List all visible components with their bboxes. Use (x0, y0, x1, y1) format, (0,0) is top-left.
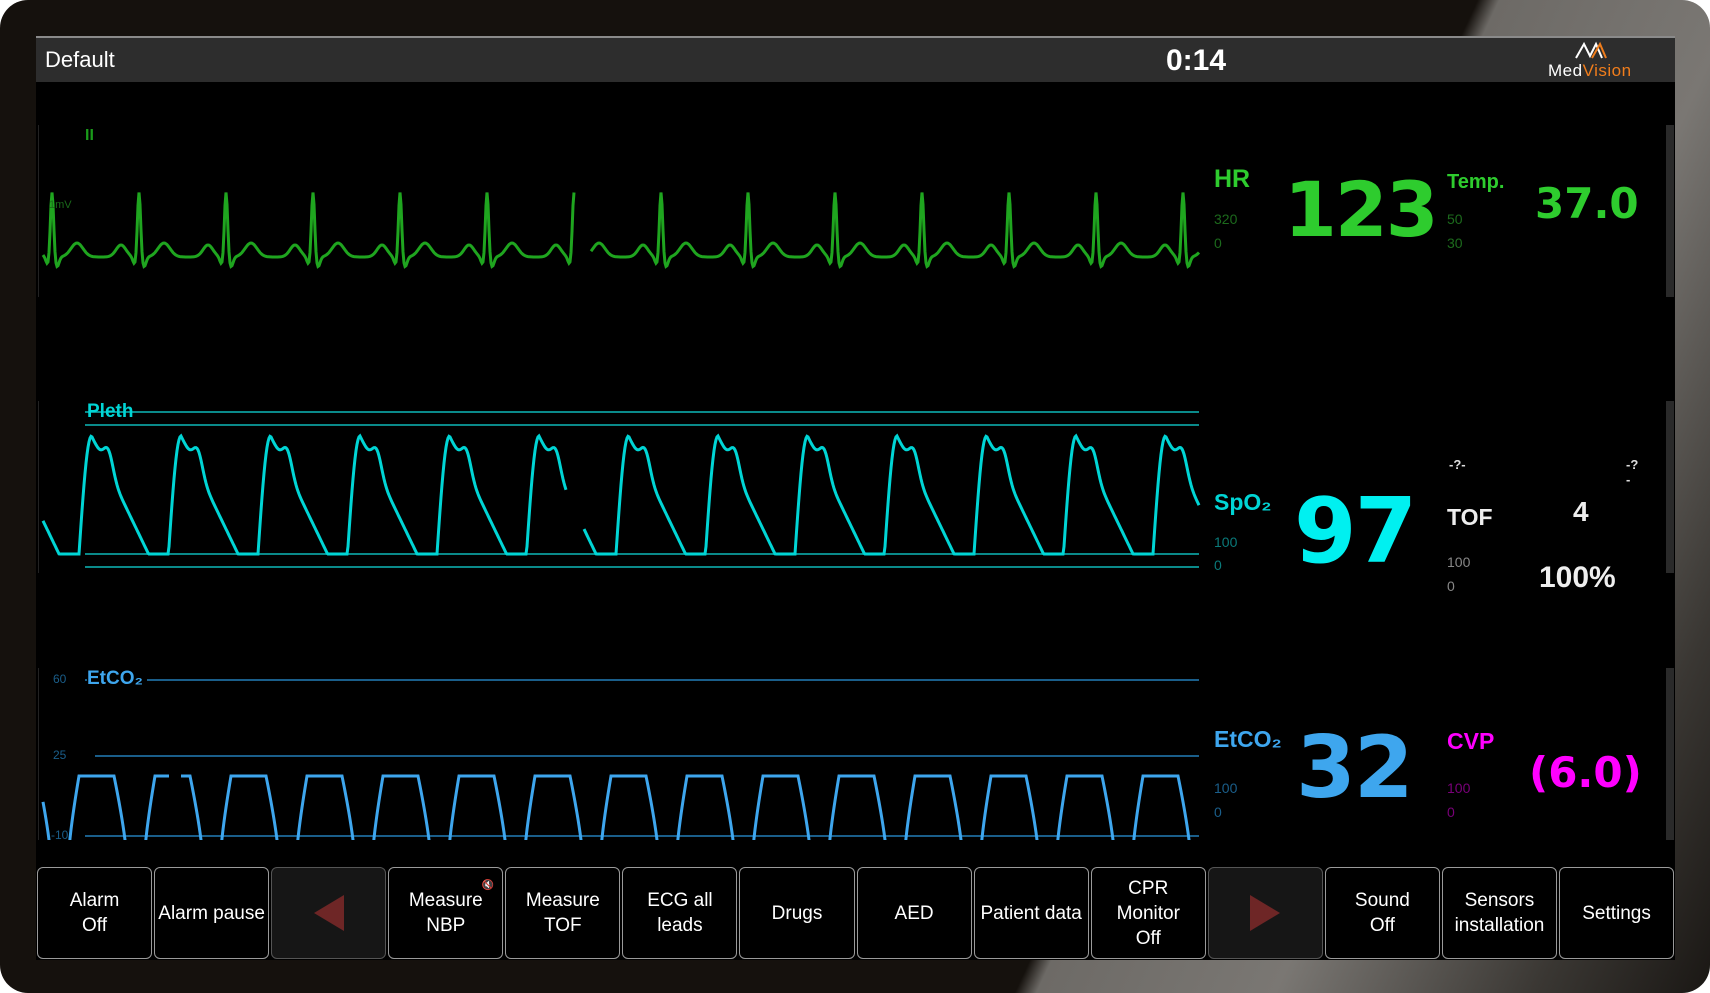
etco2-value-label: EtCO₂ (1214, 726, 1282, 752)
elapsed-timer: 0:14 (1166, 44, 1227, 77)
cvp-label: CVP (1447, 728, 1495, 754)
tof-low-limit: 0 (1447, 578, 1455, 594)
ecg-lead-label[interactable]: II (85, 127, 94, 144)
temp-low-limit: 30 (1447, 235, 1463, 251)
patient-data-button[interactable]: Patient data (973, 867, 1089, 959)
function-button-bar: Alarm Off Alarm pause Measure NBP 🔇 Measure … (36, 867, 1675, 959)
logo-prefix: Med (1548, 61, 1583, 80)
temp-label: Temp. (1447, 171, 1505, 193)
etco2-value[interactable]: 32 (1296, 718, 1414, 818)
spo2-label: SpO₂ (1214, 489, 1272, 515)
cpr-monitor-off-button[interactable]: CPR Monitor Off (1090, 867, 1206, 959)
etco2-trace (41, 774, 1191, 840)
arrow-right-icon (1250, 895, 1281, 931)
next-page-button[interactable] (1207, 867, 1323, 959)
header-bar: Default 0:14 MedVision (36, 36, 1675, 82)
spo2-low-limit: 0 (1214, 557, 1222, 573)
previous-page-button[interactable] (271, 867, 387, 959)
etco2-low-limit: 0 (1214, 804, 1222, 820)
alarm-off-button[interactable]: Alarm Off (37, 867, 153, 959)
sound-muted-icon: 🔇 (481, 880, 495, 891)
hr-value[interactable]: 123 (1284, 165, 1439, 254)
etco2-scale-mid: 25 (53, 748, 67, 762)
drugs-button[interactable]: Drugs (739, 867, 855, 959)
tof-label: TOF (1447, 504, 1493, 530)
cvp-low-limit: 0 (1447, 804, 1455, 820)
aed-button[interactable]: AED (856, 867, 972, 959)
temp-high-limit: 50 (1447, 211, 1463, 227)
temp-value[interactable]: 37.0 (1535, 179, 1639, 228)
hr-label: HR (1214, 165, 1251, 193)
etco2-panel-scrollbar[interactable] (1666, 668, 1674, 840)
medvision-logo: MedVision (1544, 40, 1664, 82)
tof-unknown-left: -?- (1449, 457, 1466, 472)
pleth-panel-scrollbar[interactable] (1666, 401, 1674, 573)
ecg-panel-scrollbar[interactable] (1666, 125, 1674, 297)
ecg-panel[interactable]: II 1mV HR 320 0 123 Temp. 50 30 37.0 (38, 125, 1639, 297)
etco2-panel[interactable]: 60 25 -10 EtCO₂ EtCO₂ 100 0 32 CVP 100 0… (38, 668, 1642, 842)
cvp-high-limit: 100 (1447, 780, 1471, 796)
etco2-scale-bottom: -10 (51, 828, 69, 842)
sensors-installation-button[interactable]: Sensors installation (1441, 867, 1558, 959)
ecg-scale-label: 1mV (49, 199, 72, 211)
spo2-value[interactable]: 97 (1294, 479, 1417, 584)
etco2-waveform (41, 679, 1199, 840)
tof-count[interactable]: 4 (1573, 496, 1589, 527)
pleth-waveform (41, 411, 1201, 568)
settings-button[interactable]: Settings (1559, 867, 1675, 959)
measure-tof-button[interactable]: Measure TOF (505, 867, 621, 959)
pleth-label: Pleth (87, 401, 134, 422)
alarm-pause-button[interactable]: Alarm pause (154, 867, 270, 959)
ecg-trace (41, 192, 1201, 269)
arrow-left-icon (313, 895, 344, 931)
tof-high-limit: 100 (1447, 554, 1471, 570)
pleth-panel[interactable]: Pleth SpO₂ 100 0 97 -?- -?- TOF 4 100 0 … (38, 401, 1639, 594)
logo-mark-icon (1575, 41, 1607, 59)
etco2-high-limit: 100 (1214, 780, 1238, 796)
spo2-high-limit: 100 (1214, 534, 1238, 550)
ecg-all-leads-button[interactable]: ECG all leads (622, 867, 738, 959)
hr-high-limit: 320 (1214, 211, 1238, 227)
ecg-waveform (41, 192, 1201, 269)
monitor-screen: Default 0:14 MedVision II 1mV HR 320 0 1… (36, 36, 1675, 960)
profile-title: Default (45, 47, 115, 72)
pleth-trace (41, 433, 1201, 556)
hr-low-limit: 0 (1214, 235, 1222, 251)
tof-unknown-right: -?- (1626, 457, 1639, 487)
tof-ratio[interactable]: 100% (1539, 561, 1616, 594)
logo-suffix: Vision (1582, 61, 1632, 80)
etco2-wave-label: EtCO₂ (87, 668, 147, 690)
sound-off-button[interactable]: Sound Off (1324, 867, 1440, 959)
cvp-value[interactable]: (6.0) (1529, 748, 1642, 797)
measure-nbp-button[interactable]: Measure NBP 🔇 (388, 867, 504, 959)
etco2-scale-top: 60 (53, 672, 67, 686)
